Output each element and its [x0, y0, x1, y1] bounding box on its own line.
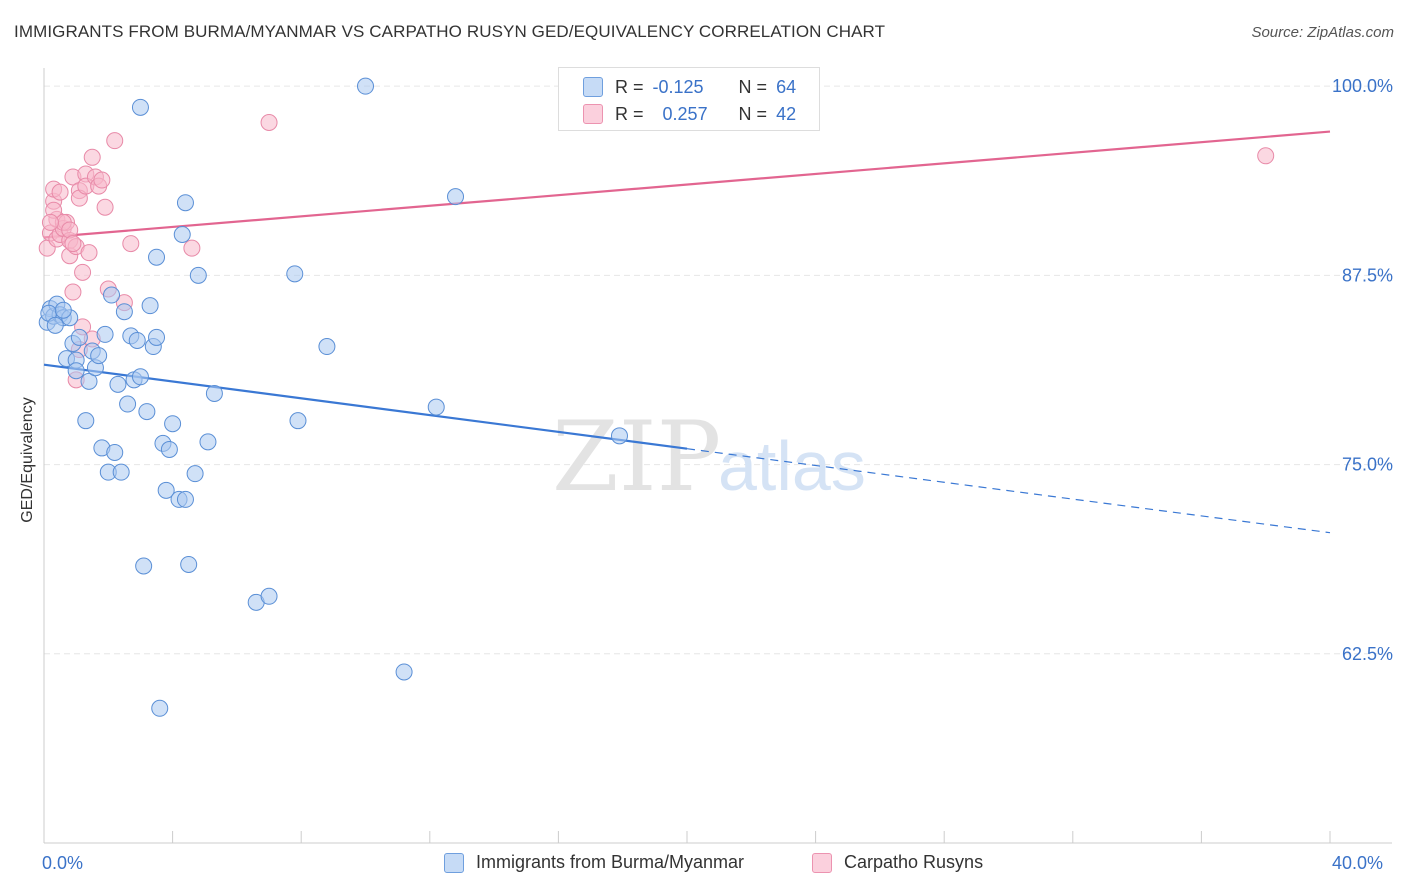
trend-lines [43, 130, 1331, 534]
point-burma [141, 297, 159, 315]
point-carpatho-rusyn [64, 283, 82, 301]
point-burma [80, 372, 98, 390]
point-carpatho-rusyn [96, 198, 114, 216]
y-tick-label: 62.5% [1342, 644, 1393, 664]
pink-swatch-icon [583, 104, 603, 124]
point-burma [447, 188, 465, 206]
axes [43, 68, 1392, 844]
point-burma [148, 328, 166, 346]
point-burma [46, 316, 64, 334]
legend-row-rusyn: R = 0.257 N = 42 [583, 101, 796, 127]
point-burma [318, 338, 336, 356]
y-tick-label: 100.0% [1332, 76, 1393, 96]
blue-swatch-icon [444, 852, 464, 873]
legend-item-burma: Immigrants from Burma/Myanmar [444, 852, 744, 873]
point-burma [357, 77, 374, 95]
point-burma [70, 328, 88, 346]
grid-lines [44, 85, 1392, 655]
y-tick-label: 75.0% [1342, 455, 1393, 475]
point-carpatho-rusyn [80, 244, 98, 262]
point-burma [395, 663, 413, 681]
point-carpatho-rusyn [64, 235, 82, 253]
n-value: 42 [776, 103, 797, 124]
point-burma [189, 266, 207, 284]
legend-label-rusyn: Carpatho Rusyns [844, 852, 984, 872]
point-burma [135, 557, 153, 575]
chart-title: IMMIGRANTS FROM BURMA/MYANMAR VS CARPATH… [14, 22, 886, 41]
point-carpatho-rusyn [93, 171, 111, 189]
trend-line-carpatho-rusyn [43, 130, 1331, 239]
point-burma [138, 403, 156, 421]
n-label: N = [738, 76, 768, 97]
r-value: -0.125 [652, 76, 704, 97]
point-burma [54, 301, 72, 319]
point-burma [199, 433, 217, 451]
r-label: R = [615, 76, 644, 97]
point-burma [128, 331, 146, 349]
point-burma [176, 490, 194, 508]
point-burma [173, 226, 191, 244]
point-carpatho-rusyn [51, 183, 69, 201]
legend-label-burma: Immigrants from Burma/Myanmar [476, 852, 745, 872]
point-burma [103, 286, 121, 304]
point-burma [148, 248, 166, 266]
correlation-legend: R = -0.125 N = 64 R = 0.257 N = 42 [558, 67, 820, 131]
point-carpatho-rusyn [41, 213, 59, 231]
point-burma [131, 368, 149, 386]
point-burma [109, 375, 127, 393]
y-axis-label: GED/Equivalency [19, 397, 36, 523]
r-label: R = [615, 103, 644, 124]
data-points [38, 77, 1275, 717]
x-axis-max-label: 40.0% [1332, 853, 1384, 873]
point-carpatho-rusyn [122, 235, 140, 253]
trend-line-burma [43, 363, 688, 450]
x-axis-min-label: 0.0% [42, 853, 84, 873]
watermark-zip: ZIP [552, 401, 721, 513]
trend-line-burma-extrapolated [686, 448, 1331, 534]
point-burma [90, 347, 108, 365]
point-burma [131, 98, 149, 116]
n-value: 64 [776, 76, 797, 97]
r-value: 0.257 [662, 103, 708, 124]
point-burma [205, 384, 223, 402]
point-burma [260, 587, 278, 605]
n-label: N = [738, 103, 768, 124]
point-burma [157, 481, 175, 499]
point-burma [115, 303, 133, 321]
point-burma [96, 325, 114, 343]
point-burma [106, 443, 124, 461]
legend-row-burma: R = -0.125 N = 64 [583, 74, 796, 100]
point-burma [151, 699, 169, 717]
point-burma [176, 194, 194, 212]
y-tick-label: 87.5% [1342, 265, 1393, 285]
point-burma [610, 427, 628, 445]
point-burma [289, 412, 307, 430]
point-burma [67, 362, 85, 380]
point-carpatho-rusyn [260, 113, 278, 131]
point-carpatho-rusyn [1257, 147, 1275, 165]
point-burma [112, 463, 130, 481]
blue-swatch-icon [583, 77, 603, 97]
legend-item-rusyn: Carpatho Rusyns [812, 852, 983, 873]
point-burma [286, 265, 304, 283]
point-burma [160, 440, 178, 458]
watermark-atlas: atlas [718, 427, 866, 505]
point-burma [186, 465, 204, 483]
point-burma [180, 555, 198, 573]
y-tick-labels: 62.5% 75.0% 87.5% 100.0% [1332, 76, 1393, 664]
point-carpatho-rusyn [74, 263, 92, 281]
point-carpatho-rusyn [106, 132, 124, 150]
series-legend: Immigrants from Burma/Myanmar Carpatho R… [0, 852, 1406, 878]
point-carpatho-rusyn [183, 239, 201, 257]
pink-swatch-icon [812, 852, 832, 873]
point-burma [119, 395, 137, 413]
point-burma [164, 415, 182, 433]
source-label: Source: ZipAtlas.com [1251, 24, 1394, 41]
point-burma [77, 412, 95, 430]
point-carpatho-rusyn [83, 148, 101, 166]
point-burma [427, 398, 445, 416]
